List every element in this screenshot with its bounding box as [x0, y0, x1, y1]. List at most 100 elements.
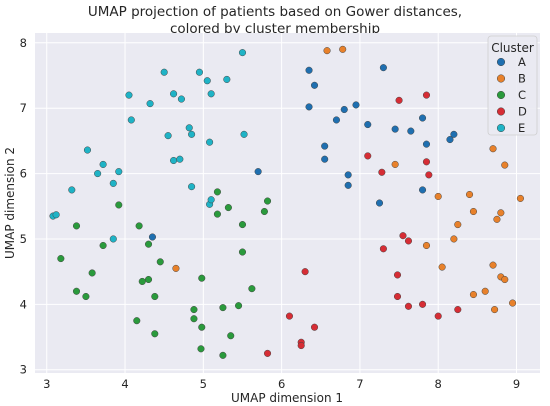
point-cluster-c — [198, 323, 206, 331]
point-cluster-d — [379, 245, 387, 253]
legend-label-b: B — [518, 72, 526, 86]
legend-marker-d — [496, 107, 506, 116]
point-cluster-e — [206, 138, 214, 146]
point-cluster-a — [446, 136, 454, 144]
x-tick-label: 6 — [278, 377, 285, 391]
point-cluster-d — [419, 300, 427, 308]
point-cluster-e — [223, 75, 231, 83]
point-cluster-a — [391, 125, 399, 133]
chart-title-line-1: UMAP projection of patients based on Gow… — [88, 4, 462, 20]
point-cluster-b — [469, 207, 477, 216]
point-cluster-a — [148, 233, 156, 241]
point-cluster-e — [188, 130, 196, 138]
point-cluster-e — [240, 130, 248, 138]
y-tick-label: 4 — [20, 297, 27, 311]
point-cluster-c — [99, 241, 107, 250]
point-cluster-d — [422, 91, 431, 99]
point-cluster-e — [207, 196, 215, 204]
point-cluster-c — [198, 274, 206, 282]
point-cluster-b — [481, 287, 489, 295]
x-tick-label: 7 — [356, 377, 363, 391]
point-cluster-a — [352, 101, 360, 109]
point-cluster-a — [332, 116, 340, 124]
data-points — [49, 45, 524, 359]
point-cluster-c — [260, 207, 268, 216]
point-cluster-c — [238, 248, 247, 256]
point-cluster-c — [72, 287, 81, 295]
point-cluster-b — [489, 145, 497, 153]
point-cluster-d — [434, 312, 442, 320]
point-cluster-d — [297, 341, 305, 350]
point-cluster-a — [450, 130, 458, 138]
point-cluster-d — [301, 268, 309, 276]
legend-label-e: E — [518, 121, 525, 135]
point-cluster-d — [310, 323, 319, 331]
point-cluster-b — [465, 190, 474, 199]
point-cluster-c — [190, 306, 198, 314]
point-cluster-e — [146, 100, 154, 108]
point-cluster-c — [213, 210, 221, 218]
point-cluster-d — [393, 271, 402, 279]
point-cluster-e — [127, 116, 135, 124]
point-cluster-c — [115, 201, 123, 209]
x-tick-label: 4 — [121, 377, 128, 391]
x-axis-label: UMAP dimension 1 — [231, 391, 343, 405]
point-cluster-b — [323, 47, 331, 55]
point-cluster-c — [227, 332, 235, 340]
point-cluster-e — [68, 186, 76, 194]
point-cluster-a — [305, 103, 313, 111]
x-tick-labels: 3 4 5 6 7 8 9 — [43, 377, 520, 391]
point-cluster-e — [195, 68, 203, 76]
point-cluster-b — [434, 192, 442, 201]
point-cluster-b — [469, 290, 477, 299]
point-cluster-c — [144, 275, 153, 284]
point-cluster-c — [224, 204, 232, 212]
point-cluster-c — [190, 315, 198, 323]
point-cluster-e — [115, 168, 123, 176]
point-cluster-a — [375, 199, 384, 207]
point-cluster-b — [454, 221, 462, 229]
grid-lines — [35, 33, 540, 373]
point-cluster-a — [422, 140, 431, 148]
point-cluster-b — [422, 241, 431, 250]
plot-area — [35, 33, 540, 373]
point-cluster-d — [285, 312, 294, 320]
point-cluster-b — [509, 299, 517, 307]
point-cluster-b — [450, 235, 458, 243]
point-cluster-c — [135, 222, 143, 230]
point-cluster-c — [72, 222, 81, 230]
point-cluster-a — [321, 155, 329, 163]
point-cluster-c — [82, 292, 90, 301]
point-cluster-c — [213, 188, 221, 196]
point-cluster-e — [94, 170, 102, 178]
point-cluster-e — [188, 183, 196, 191]
y-tick-labels: 3 4 5 6 7 8 — [20, 36, 27, 377]
point-cluster-d — [399, 232, 407, 240]
point-cluster-c — [133, 317, 141, 325]
legend-marker-b — [496, 74, 506, 83]
point-cluster-c — [235, 302, 243, 310]
point-cluster-b — [438, 263, 446, 271]
point-cluster-a — [254, 168, 262, 176]
legend-title: Cluster — [491, 41, 534, 55]
point-cluster-e — [160, 68, 168, 76]
point-cluster-c — [263, 197, 272, 205]
point-cluster-e — [109, 235, 117, 243]
point-cluster-a — [321, 142, 329, 150]
point-cluster-e — [185, 124, 193, 132]
x-tick-label: 9 — [513, 377, 520, 391]
point-cluster-d — [393, 292, 402, 301]
point-cluster-e — [52, 211, 60, 219]
point-cluster-e — [177, 95, 185, 103]
legend-label-c: C — [518, 88, 526, 102]
point-cluster-e — [203, 77, 211, 85]
point-cluster-e — [83, 146, 92, 154]
point-cluster-c — [219, 351, 227, 359]
x-tick-label: 5 — [200, 377, 207, 391]
point-cluster-b — [516, 194, 524, 202]
y-axis-label: UMAP dimension 2 — [3, 147, 17, 259]
point-cluster-e — [207, 90, 215, 98]
point-cluster-c — [156, 258, 164, 266]
